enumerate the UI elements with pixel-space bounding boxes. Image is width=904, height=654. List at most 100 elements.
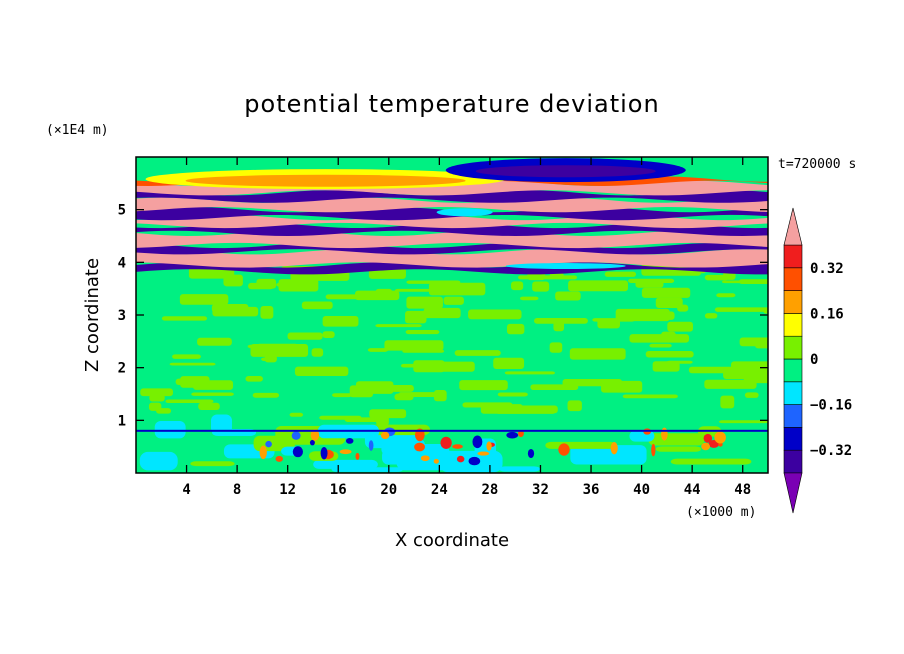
patch	[714, 307, 768, 312]
spot	[310, 429, 320, 441]
x-tick-label: 4	[182, 482, 190, 498]
patch	[649, 343, 672, 348]
patch	[505, 263, 626, 270]
patch	[188, 267, 235, 279]
spot	[456, 455, 465, 463]
contour-field	[136, 157, 768, 473]
patch	[423, 307, 461, 319]
spot	[701, 442, 711, 451]
patch	[459, 380, 508, 391]
patch	[718, 420, 768, 424]
patch	[261, 357, 273, 361]
patch	[367, 348, 389, 352]
patch	[211, 414, 232, 434]
colorbar-segment	[783, 335, 803, 360]
spot	[440, 436, 452, 449]
patch	[149, 394, 165, 402]
patch	[763, 310, 768, 314]
x-tick-label: 36	[583, 482, 600, 498]
patch	[413, 360, 445, 373]
patch	[250, 344, 309, 357]
patch	[738, 279, 768, 284]
patch	[322, 331, 335, 339]
colorbar-segment	[783, 358, 803, 383]
x-tick-label: 12	[279, 482, 296, 498]
patch	[629, 334, 690, 343]
x-tick-label: 20	[380, 482, 397, 498]
patch	[601, 380, 643, 393]
patch	[667, 321, 693, 332]
patch	[311, 348, 324, 357]
patch	[433, 389, 447, 402]
layer-band	[136, 242, 768, 255]
patch	[641, 287, 691, 298]
layer-band	[136, 197, 768, 213]
patch	[245, 375, 263, 382]
colorbar-label: −0.32	[810, 443, 852, 459]
patch	[739, 337, 768, 347]
layer-band	[136, 249, 768, 268]
x-axis-ticks: 4 8 12 16 20 24 28 32 36 40 44 48	[182, 157, 751, 498]
patch	[394, 393, 414, 401]
spot	[291, 431, 301, 440]
patch	[223, 274, 243, 287]
patch	[212, 306, 259, 317]
spot	[703, 433, 713, 443]
patch	[140, 388, 173, 397]
patch	[172, 354, 201, 359]
patch	[511, 281, 524, 291]
spot	[259, 445, 267, 460]
patch	[185, 174, 466, 187]
patch	[260, 305, 274, 319]
x-tick-label: 24	[431, 482, 448, 498]
patch	[179, 294, 229, 305]
patch	[648, 433, 705, 446]
y-tick-label: 1	[118, 413, 126, 429]
patch	[319, 415, 362, 420]
spot	[380, 431, 390, 440]
spot	[452, 444, 463, 449]
x-tick-label: 48	[734, 482, 751, 498]
inversion-line	[136, 429, 768, 432]
layer-band	[136, 190, 768, 203]
colorbar-label: 0	[810, 352, 818, 368]
patch	[731, 361, 768, 370]
patch	[493, 357, 525, 369]
y-axis-ticks: 1 2 3 4 5	[118, 203, 768, 429]
patch	[532, 281, 550, 292]
patch	[704, 313, 718, 319]
colorbar-segment	[783, 404, 803, 428]
patch	[720, 395, 735, 409]
patch	[394, 288, 436, 292]
patch	[570, 445, 647, 465]
patch	[744, 392, 759, 398]
spot	[506, 431, 519, 439]
colorbar-segment	[783, 381, 803, 405]
patch	[332, 393, 352, 398]
y-axis-label: Z coordinate	[82, 258, 103, 372]
patch	[568, 280, 628, 292]
patch	[202, 340, 216, 344]
patch	[198, 402, 220, 410]
patch	[406, 296, 443, 309]
spot	[486, 441, 492, 451]
patch	[506, 323, 525, 335]
patch	[519, 296, 539, 301]
spot	[610, 442, 618, 455]
patch	[567, 400, 582, 412]
patch	[161, 316, 208, 321]
colorbar-bottom-triangle	[783, 472, 803, 514]
patch	[405, 329, 440, 335]
patch	[287, 332, 323, 340]
colorbar-label: 0.32	[810, 261, 844, 277]
spot	[527, 448, 535, 459]
spot	[477, 451, 490, 456]
patch	[294, 366, 349, 376]
patch	[148, 402, 162, 411]
y-tick-label: 4	[118, 255, 126, 271]
patch	[190, 461, 235, 467]
y-tick-label: 5	[118, 203, 126, 219]
x-tick-label: 16	[330, 482, 347, 498]
patch	[495, 409, 556, 414]
x-tick-label: 32	[532, 482, 549, 498]
